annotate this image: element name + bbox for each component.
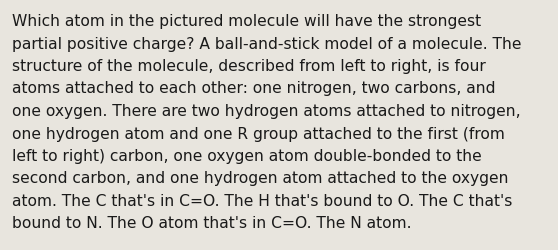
Text: one hydrogen atom and one R group attached to the first (from: one hydrogen atom and one R group attach… bbox=[12, 126, 505, 141]
Text: one oxygen. There are two hydrogen atoms attached to nitrogen,: one oxygen. There are two hydrogen atoms… bbox=[12, 104, 521, 118]
Text: second carbon, and one hydrogen atom attached to the oxygen: second carbon, and one hydrogen atom att… bbox=[12, 171, 508, 186]
Text: structure of the molecule, described from left to right, is four: structure of the molecule, described fro… bbox=[12, 59, 486, 74]
Text: Which atom in the pictured molecule will have the strongest: Which atom in the pictured molecule will… bbox=[12, 14, 481, 29]
Text: bound to N. The O atom that's in C=O. The N atom.: bound to N. The O atom that's in C=O. Th… bbox=[12, 216, 411, 230]
Text: atom. The C that's in C=O. The H that's bound to O. The C that's: atom. The C that's in C=O. The H that's … bbox=[12, 193, 512, 208]
Text: atoms attached to each other: one nitrogen, two carbons, and: atoms attached to each other: one nitrog… bbox=[12, 81, 496, 96]
Text: left to right) carbon, one oxygen atom double-bonded to the: left to right) carbon, one oxygen atom d… bbox=[12, 148, 482, 163]
Text: partial positive charge? A ball-and-stick model of a molecule. The: partial positive charge? A ball-and-stic… bbox=[12, 36, 522, 51]
